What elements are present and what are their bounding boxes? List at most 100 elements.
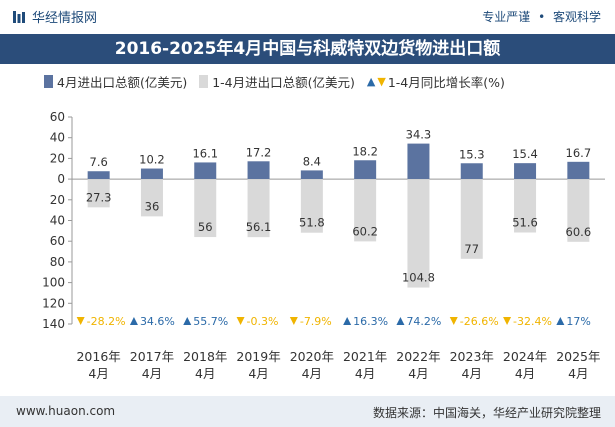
growth-label: 16.3% (353, 315, 388, 328)
growth-down-marker (236, 317, 245, 325)
y-tick-label: 40 (50, 131, 65, 145)
data-label-cumulative: 56.1 (246, 220, 272, 234)
legend-swatch-cumulative (199, 74, 209, 88)
bar-export (354, 160, 377, 180)
data-label-cumulative: 60.2 (352, 224, 378, 238)
data-label-export: 8.4 (303, 154, 321, 168)
x-category-label: 2025年 (556, 349, 600, 364)
growth-label: -26.6% (460, 315, 499, 328)
legend-label-cumulative: 1-4月进出口总额(亿美元) (212, 74, 355, 90)
data-label-export: 15.3 (459, 147, 485, 161)
brand[interactable]: 华经情报网 (12, 7, 97, 26)
legend-label-growth: 1-4月同比增长率(%) (387, 74, 505, 90)
footer-source: 数据来源：中国海关，华经产业研究院整理 (372, 406, 601, 420)
x-category-label: 2022年 (396, 349, 440, 364)
data-label-cumulative: 27.3 (86, 190, 112, 204)
data-label-export: 16.7 (566, 146, 592, 160)
growth-down-marker (449, 317, 458, 325)
bar-cumulative (514, 179, 537, 233)
bar-export (407, 143, 430, 180)
growth-down-marker (289, 317, 298, 325)
growth-label: 34.6% (140, 315, 175, 328)
x-category-label: 4月 (248, 366, 268, 381)
bar-cumulative (407, 179, 430, 288)
bar-cumulative (354, 179, 377, 242)
legend: 4月进出口总额(亿美元) 1-4月进出口总额(亿美元) ▲ ▼ 1-4月同比增长… (44, 72, 517, 90)
growth-label: 55.7% (193, 315, 228, 328)
y-tick-label: 40 (50, 214, 65, 228)
legend-swatch-export (44, 74, 53, 88)
chart-plot: 60 40 20 0 20 40 60 80 100 120 140 7.6 27.3 -28.2% 201… (42, 110, 605, 381)
x-category-label: 2020年 (290, 349, 334, 364)
legend-item-growth: ▲ ▼ 1-4月同比增长率(%) (367, 72, 505, 91)
tagline-1: 专业严谨 (482, 10, 531, 24)
bar-cumulative (140, 179, 163, 217)
x-category-label: 4月 (355, 366, 375, 381)
y-tick-label: 60 (50, 234, 65, 248)
y-tick-label: 80 (50, 255, 65, 269)
bar-export (300, 170, 323, 180)
x-category-label: 2017年 (130, 349, 174, 364)
growth-down-marker (76, 317, 85, 325)
x-category-label: 2016年 (76, 349, 120, 364)
legend-label-export: 4月进出口总额(亿美元) (57, 74, 188, 90)
growth-down-marker (503, 317, 512, 325)
data-label-export: 7.6 (90, 155, 108, 169)
data-label-cumulative: 77 (464, 242, 479, 256)
bar-export (247, 161, 270, 180)
x-category-label: 4月 (408, 366, 428, 381)
bar-export (514, 163, 537, 180)
data-label-cumulative: 36 (145, 199, 160, 213)
x-category-label: 4月 (462, 366, 482, 381)
x-category-label: 4月 (195, 366, 215, 381)
bar-cumulative (247, 179, 270, 238)
data-label-export: 15.4 (512, 147, 538, 161)
y-tick-label: 100 (42, 276, 65, 290)
triangle-up-icon: ▲ (366, 74, 376, 88)
data-label-export: 18.2 (352, 144, 378, 158)
y-tick-label: 120 (42, 296, 65, 310)
tagline: 专业严谨 • 客观科学 (482, 8, 601, 25)
growth-up-marker (396, 317, 405, 325)
data-label-export: 34.3 (406, 128, 432, 142)
bar-cumulative (300, 179, 323, 233)
x-category-label: 4月 (515, 366, 535, 381)
y-tick-label: 20 (50, 151, 65, 165)
growth-label: 74.2% (406, 315, 441, 328)
footer-url[interactable]: www.huaon.com (16, 404, 116, 418)
legend-item-cumulative: 1-4月进出口总额(亿美元) (199, 72, 355, 91)
data-label-cumulative: 56 (198, 220, 213, 234)
top-bar: 华经情报网 专业严谨 • 客观科学 (0, 0, 615, 34)
y-tick-label: 20 (50, 193, 65, 207)
y-tick-label: 0 (57, 172, 65, 186)
x-category-label: 2021年 (343, 349, 387, 364)
brand-logo-icon (13, 10, 25, 23)
growth-up-marker (343, 317, 352, 325)
data-label-cumulative: 51.6 (512, 216, 538, 230)
x-category-label: 2019年 (236, 349, 280, 364)
growth-label: -32.4% (513, 315, 552, 328)
triangle-down-icon: ▼ (377, 74, 386, 88)
data-label-cumulative: 60.6 (566, 225, 592, 239)
growth-label: -0.3% (247, 315, 279, 328)
x-category-label: 4月 (302, 366, 322, 381)
growth-up-marker (556, 317, 565, 325)
chart-title: 2016-2025年4月中国与科威特双边货物进出口额 (0, 34, 615, 64)
growth-label: -28.2% (87, 315, 126, 328)
x-category-label: 2018年 (183, 349, 227, 364)
bar-export (194, 162, 217, 180)
bar-export (140, 168, 163, 180)
data-label-cumulative: 51.8 (299, 216, 325, 230)
legend-item-export: 4月进出口总额(亿美元) (44, 72, 187, 91)
tagline-2: 客观科学 (552, 10, 601, 24)
bar-cumulative (567, 179, 590, 242)
x-category-label: 2024年 (503, 349, 547, 364)
bar-cumulative (87, 179, 110, 208)
data-label-export: 10.2 (139, 153, 165, 167)
bar-export (460, 163, 483, 180)
bar-export (567, 161, 590, 180)
x-category-label: 4月 (88, 366, 108, 381)
y-tick-label: 140 (42, 317, 65, 331)
growth-label: -7.9% (300, 315, 332, 328)
x-category-label: 2023年 (450, 349, 494, 364)
